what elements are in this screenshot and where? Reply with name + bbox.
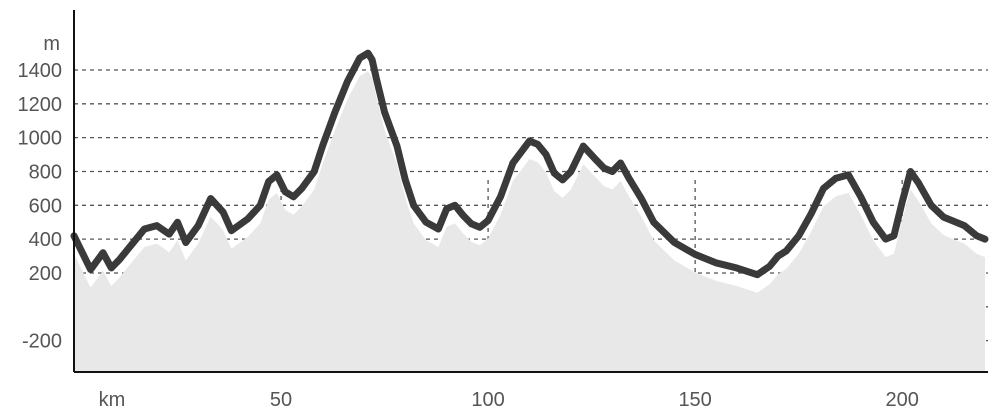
- x-tick-label: 150: [678, 389, 711, 411]
- x-tick-label: 200: [885, 389, 918, 411]
- elevation-area: [74, 71, 985, 372]
- y-tick-label: 1200: [18, 94, 63, 116]
- x-tick-label: 100: [471, 389, 504, 411]
- y-tick-label: 800: [29, 161, 62, 183]
- y-tick-label: 600: [29, 195, 62, 217]
- y-tick-label: 200: [29, 263, 62, 285]
- elevation-line: [70, 49, 989, 279]
- y-tick-label: 1000: [18, 128, 63, 150]
- y-unit-label: m: [43, 33, 60, 55]
- elevation-area-fill: [74, 71, 985, 372]
- y-tick-label: 400: [29, 229, 62, 251]
- elevation-profile-line: [70, 49, 989, 279]
- y-tick-label: -200: [22, 331, 62, 353]
- y-tick-label: 1400: [18, 60, 63, 82]
- y-tick-labels: -200 200 400 600 800 1000 1200 1400: [18, 60, 63, 353]
- x-tick-labels: 50 100 150 200: [270, 389, 919, 411]
- x-tick-label: 50: [270, 389, 292, 411]
- x-unit-label: km: [99, 389, 126, 411]
